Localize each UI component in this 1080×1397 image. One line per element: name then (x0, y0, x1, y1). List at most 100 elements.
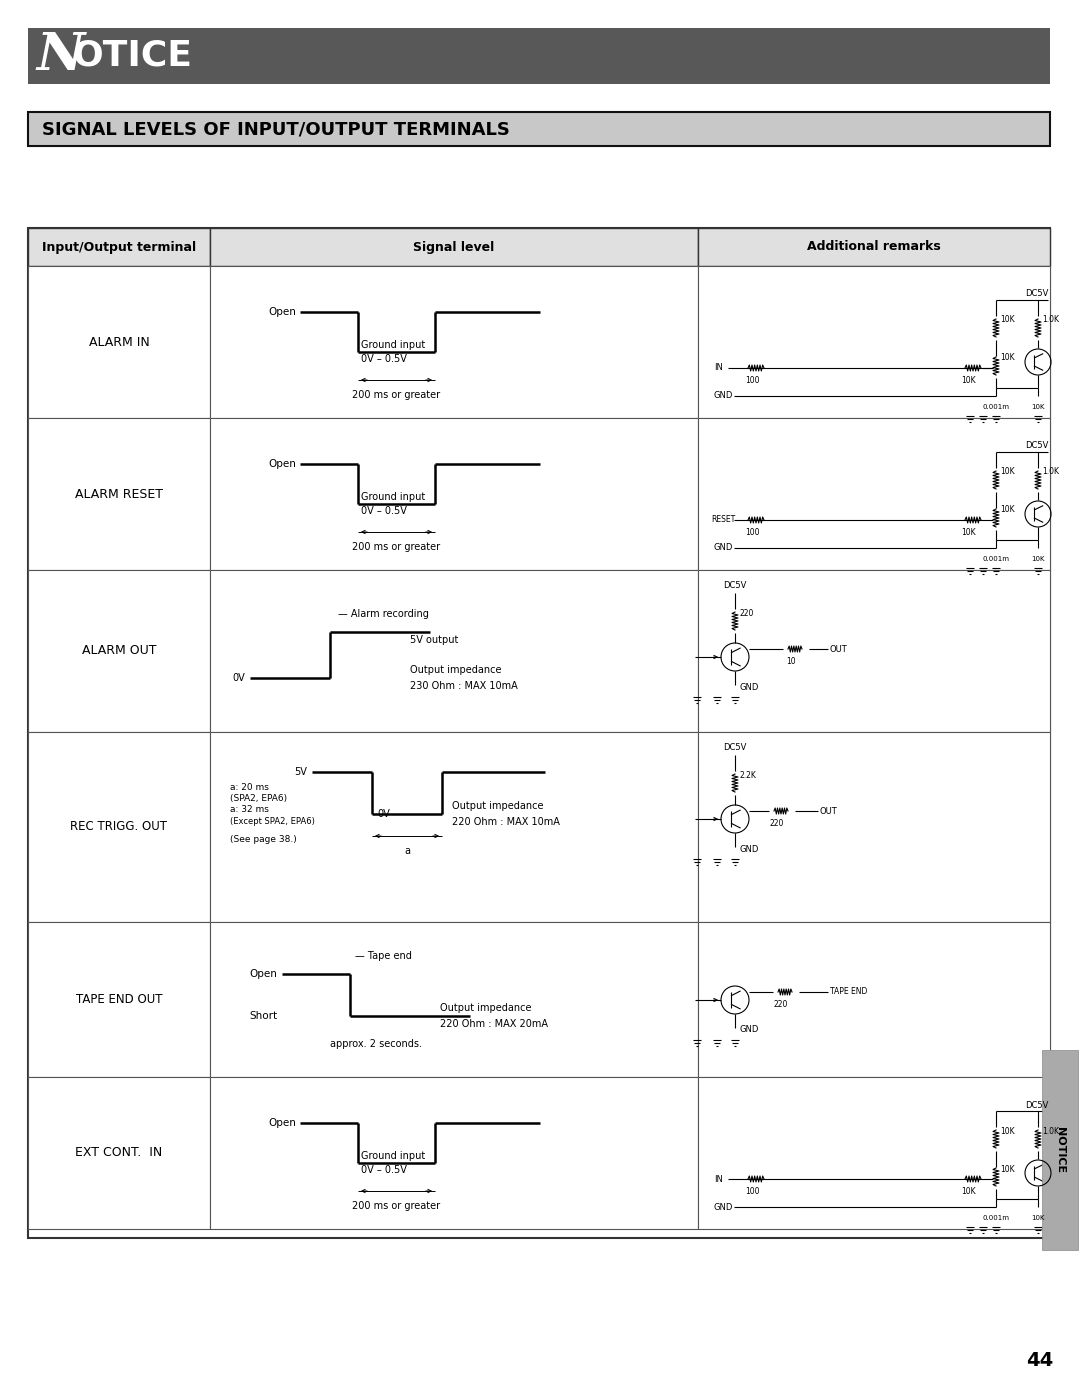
Bar (210, 922, 698, 1077)
Text: (SPA2, EPA6): (SPA2, EPA6) (230, 793, 287, 802)
Text: Open: Open (249, 970, 276, 979)
Bar (210, 228, 698, 265)
Text: 10: 10 (786, 657, 796, 666)
Text: OUT: OUT (831, 644, 848, 654)
Bar (28, 570, 210, 732)
Bar (698, 570, 1050, 732)
Bar (698, 1077, 1050, 1229)
Text: 10K: 10K (961, 376, 976, 386)
Text: 0V – 0.5V: 0V – 0.5V (361, 506, 407, 515)
Text: EXT CONT.  IN: EXT CONT. IN (76, 1147, 163, 1160)
Text: IN: IN (714, 1175, 723, 1183)
Text: ALARM IN: ALARM IN (89, 335, 149, 348)
Text: TAPE END OUT: TAPE END OUT (76, 993, 162, 1006)
Text: 0V – 0.5V: 0V – 0.5V (361, 1165, 407, 1175)
Bar (28, 732, 210, 922)
Text: Open: Open (268, 460, 296, 469)
Text: — Tape end: — Tape end (355, 951, 411, 961)
Text: Ground input: Ground input (361, 492, 426, 502)
Text: 5V output: 5V output (410, 636, 458, 645)
Bar (698, 228, 1050, 265)
Text: DC5V: DC5V (1025, 1101, 1048, 1109)
Text: 10K: 10K (961, 528, 976, 536)
Bar (28, 228, 1050, 1238)
Bar (210, 1077, 698, 1229)
Bar (28, 1077, 210, 1229)
Text: RESET: RESET (711, 515, 735, 524)
Text: approx. 2 seconds.: approx. 2 seconds. (330, 1039, 422, 1049)
Text: 10K: 10K (1031, 556, 1044, 562)
Text: IN: IN (714, 363, 723, 373)
Bar (698, 922, 1050, 1077)
Text: DC5V: DC5V (723, 742, 746, 752)
Text: GND: GND (739, 683, 758, 692)
Text: (Except SPA2, EPA6): (Except SPA2, EPA6) (230, 817, 315, 827)
Text: a: a (404, 847, 410, 856)
Text: NOTICE: NOTICE (1055, 1127, 1065, 1173)
Text: 10K: 10K (1000, 1126, 1014, 1136)
Text: a: 32 ms: a: 32 ms (230, 806, 269, 814)
Text: 10K: 10K (1000, 1165, 1014, 1173)
Bar (28, 112, 1050, 147)
Text: 0.001m: 0.001m (983, 1215, 1010, 1221)
Text: GND: GND (714, 1203, 733, 1211)
Text: TAPE END: TAPE END (831, 988, 867, 996)
Text: N: N (36, 31, 84, 81)
Text: 10K: 10K (1000, 353, 1014, 362)
Text: 100: 100 (745, 528, 759, 536)
Text: Ground input: Ground input (361, 1151, 426, 1161)
Text: 0V – 0.5V: 0V – 0.5V (361, 353, 407, 365)
Text: GND: GND (739, 1025, 758, 1035)
Text: ALARM OUT: ALARM OUT (82, 644, 157, 658)
Text: Signal level: Signal level (414, 240, 495, 253)
Text: a: 20 ms: a: 20 ms (230, 782, 269, 792)
Bar (210, 265, 698, 418)
Bar (28, 228, 210, 265)
Text: 0.001m: 0.001m (983, 556, 1010, 562)
Text: 0V: 0V (232, 673, 245, 683)
Text: Additional remarks: Additional remarks (807, 240, 941, 253)
Text: 1.0K: 1.0K (1042, 316, 1059, 324)
Bar (698, 732, 1050, 922)
Text: 10K: 10K (1031, 1215, 1044, 1221)
Text: 1.0K: 1.0K (1042, 468, 1059, 476)
Text: 220: 220 (773, 1000, 788, 1009)
Text: 220: 220 (770, 819, 784, 828)
Text: GND: GND (714, 391, 733, 401)
Text: 230 Ohm : MAX 10mA: 230 Ohm : MAX 10mA (410, 680, 517, 692)
Text: 0.001m: 0.001m (983, 404, 1010, 409)
Text: Ground input: Ground input (361, 339, 426, 351)
Text: Open: Open (268, 307, 296, 317)
Text: 0V: 0V (377, 809, 390, 819)
Text: Output impedance: Output impedance (440, 1003, 531, 1013)
Text: 200 ms or greater: 200 ms or greater (352, 542, 441, 552)
Text: 220 Ohm : MAX 20mA: 220 Ohm : MAX 20mA (440, 1018, 548, 1030)
Bar (210, 418, 698, 570)
Text: 220 Ohm : MAX 10mA: 220 Ohm : MAX 10mA (453, 817, 559, 827)
Text: 200 ms or greater: 200 ms or greater (352, 390, 441, 400)
Text: DC5V: DC5V (723, 581, 746, 590)
Bar (28, 265, 210, 418)
Text: 44: 44 (1026, 1351, 1054, 1369)
Text: DC5V: DC5V (1025, 289, 1048, 299)
Text: 10K: 10K (1000, 316, 1014, 324)
Text: 100: 100 (745, 1187, 759, 1196)
Text: 100: 100 (745, 376, 759, 386)
Text: REC TRIGG. OUT: REC TRIGG. OUT (70, 820, 167, 834)
Bar (210, 570, 698, 732)
Text: 5V: 5V (294, 767, 307, 777)
Text: Output impedance: Output impedance (410, 665, 501, 675)
Text: 200 ms or greater: 200 ms or greater (352, 1201, 441, 1211)
Bar (698, 265, 1050, 418)
Bar (28, 922, 210, 1077)
Text: Open: Open (268, 1118, 296, 1127)
Text: 10K: 10K (961, 1187, 976, 1196)
Text: — Alarm recording: — Alarm recording (338, 609, 429, 619)
Text: DC5V: DC5V (1025, 441, 1048, 450)
Text: ALARM RESET: ALARM RESET (75, 488, 163, 500)
Text: OTICE: OTICE (72, 39, 192, 73)
Text: GND: GND (714, 543, 733, 552)
Text: Input/Output terminal: Input/Output terminal (42, 240, 197, 253)
Text: OUT: OUT (820, 806, 838, 816)
Bar (698, 418, 1050, 570)
